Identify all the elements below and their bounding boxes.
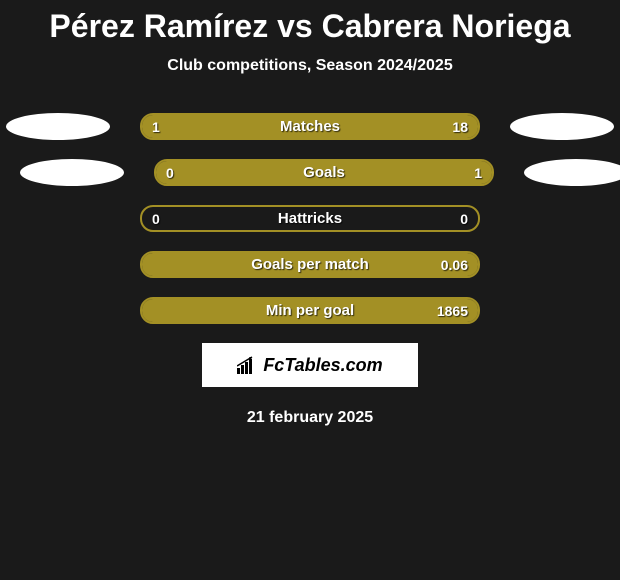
logo-box[interactable]: FcTables.com xyxy=(202,343,418,387)
stat-rows: Matches118Goals01Hattricks00Goals per ma… xyxy=(0,113,620,324)
stat-bar: Goals0 1 xyxy=(154,159,494,186)
stat-bar: Goals per match0.06 xyxy=(140,251,480,278)
stat-value-right: 0.06 xyxy=(441,253,468,276)
stat-row: Hattricks0 0 xyxy=(0,205,620,232)
stat-value-left: 0 xyxy=(152,207,160,230)
stat-label: Goals xyxy=(156,161,492,184)
page-title: Pérez Ramírez vs Cabrera Noriega xyxy=(0,8,620,45)
stat-value-right: 1 xyxy=(474,161,482,184)
stat-row: Min per goal1865 xyxy=(0,297,620,324)
stat-value-right: 0 xyxy=(460,207,468,230)
stat-row: Goals per match0.06 xyxy=(0,251,620,278)
stat-value-left: 0 xyxy=(166,161,174,184)
stat-bar: Matches1 18 xyxy=(140,113,480,140)
logo-text: FcTables.com xyxy=(263,355,382,376)
player-left-ellipse xyxy=(20,159,124,186)
stat-label: Matches xyxy=(142,115,478,138)
stat-label: Hattricks xyxy=(142,207,478,230)
stat-bar: Hattricks0 0 xyxy=(140,205,480,232)
stat-value-left: 1 xyxy=(152,115,160,138)
stat-row: Goals0 1 xyxy=(0,159,620,186)
player-right-ellipse xyxy=(510,113,614,140)
player-left-ellipse xyxy=(6,113,110,140)
infographic-container: Pérez Ramírez vs Cabrera Noriega Club co… xyxy=(0,0,620,427)
stat-value-right: 18 xyxy=(452,115,468,138)
stat-label: Goals per match xyxy=(142,253,478,276)
chart-icon xyxy=(237,356,259,374)
player-right-ellipse xyxy=(524,159,620,186)
subtitle: Club competitions, Season 2024/2025 xyxy=(0,57,620,75)
stat-bar: Min per goal1865 xyxy=(140,297,480,324)
stat-value-right: 1865 xyxy=(437,299,468,322)
date-label: 21 february 2025 xyxy=(0,409,620,427)
stat-label: Min per goal xyxy=(142,299,478,322)
stat-row: Matches1 18 xyxy=(0,113,620,140)
